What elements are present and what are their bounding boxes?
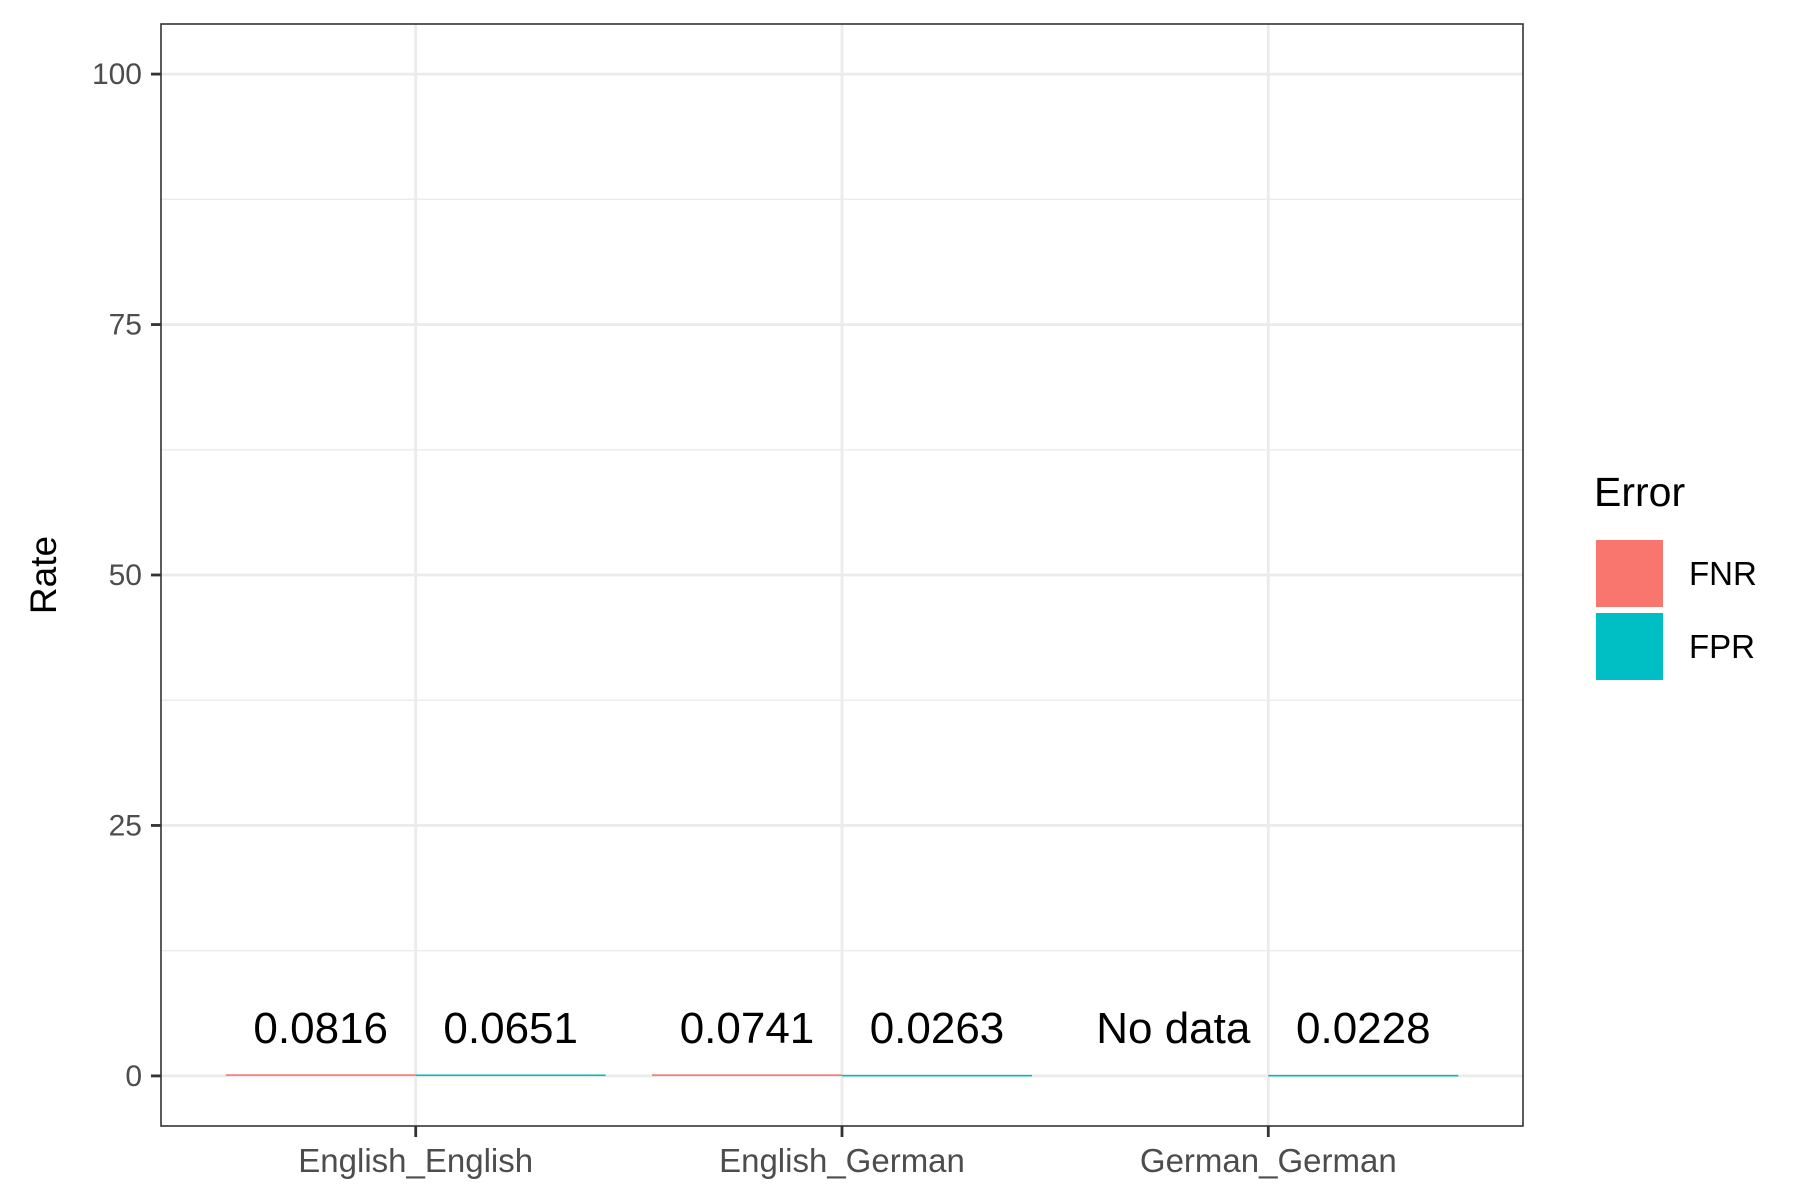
- legend-label: FNR: [1689, 555, 1757, 592]
- y-axis: 0 25 50 75 100: [92, 58, 161, 1093]
- y-tick-label: 25: [109, 809, 142, 842]
- data-label: 0.0263: [870, 1004, 1005, 1053]
- legend-title: Error: [1594, 469, 1685, 515]
- bar-fpr-2: [1268, 1074, 1459, 1077]
- y-tick-label: 75: [109, 309, 142, 342]
- gridlines: [161, 24, 1523, 1126]
- bar-fnr-1: [652, 1074, 842, 1076]
- y-tick-label: 50: [109, 559, 142, 592]
- legend-key-fnr: [1596, 540, 1663, 607]
- data-label: 0.0228: [1296, 1004, 1431, 1053]
- x-tick-label: English_English: [298, 1142, 533, 1179]
- bars: [225, 1074, 1459, 1077]
- x-tick-label: English_German: [719, 1142, 965, 1179]
- bar-fpr-1: [842, 1074, 1032, 1077]
- legend-key-fpr: [1596, 613, 1663, 680]
- data-label: 0.0741: [680, 1004, 815, 1053]
- legend: Error FNR FPR: [1594, 469, 1757, 680]
- y-axis-title: Rate: [23, 536, 64, 614]
- y-tick-label: 0: [125, 1060, 142, 1093]
- bar-fnr-0: [225, 1074, 416, 1076]
- legend-label: FPR: [1689, 628, 1755, 665]
- data-labels: 0.0816 0.0741 No data 0.0651 0.0263 0.0228: [253, 1004, 1430, 1053]
- data-label: 0.0816: [253, 1004, 388, 1053]
- y-tick-label: 100: [92, 58, 142, 91]
- data-label: No data: [1096, 1004, 1251, 1053]
- x-tick-label: German_German: [1140, 1142, 1397, 1179]
- bar-fpr-0: [415, 1074, 606, 1077]
- data-label: 0.0651: [443, 1004, 578, 1053]
- x-axis: English_English English_German German_Germ…: [298, 1126, 1397, 1179]
